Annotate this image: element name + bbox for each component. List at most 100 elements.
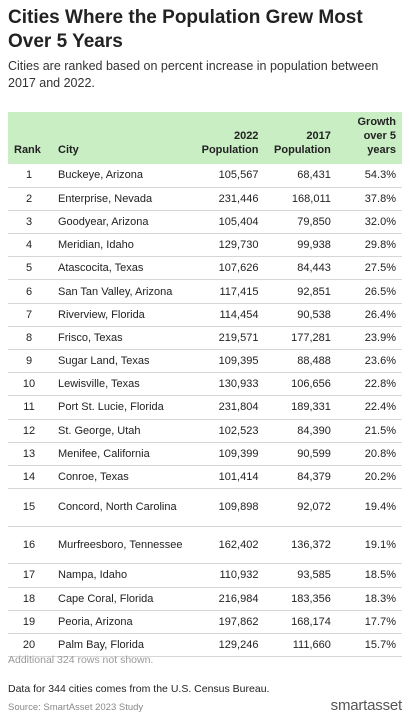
population-2022-cell: 105,404 [190,210,263,235]
population-2017-cell: 88,488 [262,349,335,374]
rank-cell: 2 [8,187,50,211]
population-2017-cell: 106,656 [262,372,335,397]
growth-cell: 18.3% [334,587,402,611]
city-cell: Palm Bay, Florida [50,633,190,658]
city-cell: Meridian, Idaho [50,233,190,258]
growth-cell: 19.1% [334,526,402,565]
growth-cell: 18.5% [334,563,402,588]
population-2022-cell: 101,414 [190,465,263,490]
rank-cell: 17 [8,563,50,588]
population-2022-cell: 102,523 [190,419,263,443]
city-cell: St. George, Utah [50,419,190,443]
city-cell: Sugar Land, Texas [50,349,190,374]
population-2017-cell: 177,281 [262,326,335,351]
population-2022-cell: 231,804 [190,395,263,420]
population-2022-cell: 219,571 [190,326,263,351]
table-row: 1 Buckeye, Arizona 105,567 68,431 54.3% [8,164,402,188]
rank-cell: 14 [8,465,50,490]
population-2017-cell: 68,431 [262,164,335,188]
rank-cell: 13 [8,442,50,466]
population-2022-cell: 117,415 [190,279,263,304]
population-2017-cell: 92,851 [262,279,335,304]
rank-cell: 18 [8,587,50,611]
population-2017-cell: 90,599 [262,442,335,466]
city-cell: Port St. Lucie, Florida [50,395,190,420]
population-2017-cell: 168,011 [262,187,335,211]
rank-cell: 4 [8,233,50,258]
growth-cell: 20.2% [334,465,402,490]
table-row: 6 San Tan Valley, Arizona 117,415 92,851 26.… [8,279,402,304]
growth-cell: 27.5% [334,256,402,281]
growth-cell: 19.4% [334,488,402,527]
table-row: 10 Lewisville, Texas 130,933 106,656 22.8% [8,372,402,397]
rank-cell: 16 [8,526,50,565]
population-2017-cell: 84,390 [262,419,335,443]
city-cell: Nampa, Idaho [50,563,190,588]
population-2022-cell: 114,454 [190,303,263,327]
city-cell: Frisco, Texas [50,326,190,351]
city-cell: Cape Coral, Florida [50,587,190,611]
city-cell: Concord, North Carolina [50,488,190,527]
rank-cell: 5 [8,256,50,281]
population-2017-cell: 92,072 [262,488,335,527]
population-2022-cell: 216,984 [190,587,263,611]
rank-cell: 6 [8,279,50,304]
table-row: 12 St. George, Utah 102,523 84,390 21.5% [8,419,402,443]
population-2022-cell: 109,898 [190,488,263,527]
table-row: 14 Conroe, Texas 101,414 84,379 20.2% [8,465,402,490]
population-2017-cell: 90,538 [262,303,335,327]
city-cell: Peoria, Arizona [50,610,190,634]
population-2017-cell: 136,372 [262,526,335,565]
table-row: 16 Murfreesboro, Tennessee 162,402 136,372 1… [8,526,402,565]
city-cell: Murfreesboro, Tennessee [50,526,190,565]
population-2017-cell: 84,379 [262,465,335,490]
population-2022-cell: 130,933 [190,372,263,397]
city-cell: Goodyear, Arizona [50,210,190,235]
table-row: 19 Peoria, Arizona 197,862 168,174 17.7% [8,610,402,634]
population-2022-cell: 105,567 [190,164,263,188]
population-2022-cell: 129,730 [190,233,263,258]
population-2017-cell: 79,850 [262,210,335,235]
source-note: Source: SmartAsset 2023 Study [8,702,144,713]
population-2017-cell: 111,660 [262,633,335,658]
rank-cell: 10 [8,372,50,397]
rank-cell: 8 [8,326,50,351]
population-2022-cell: 162,402 [190,526,263,565]
table-row: 4 Meridian, Idaho 129,730 99,938 29.8% [8,233,402,258]
city-cell: Lewisville, Texas [50,372,190,397]
city-cell: Buckeye, Arizona [50,164,190,188]
table-row: 2 Enterprise, Nevada 231,446 168,011 37.8% [8,187,402,211]
population-2022-cell: 109,399 [190,442,263,466]
growth-cell: 29.8% [334,233,402,258]
table-row: 11 Port St. Lucie, Florida 231,804 189,331 2… [8,395,402,420]
column-header-city: City [50,112,190,164]
column-header-growth: Growth over 5 years [334,112,402,164]
table-body: 1 Buckeye, Arizona 105,567 68,431 54.3% 2 Ente… [8,164,402,658]
table-header-row: Rank City 2022 Population 2017 Populatio… [8,112,402,164]
data-note: Data for 344 cities comes from the U.S. … [8,683,270,695]
table-row: 13 Menifee, California 109,399 90,599 20.8% [8,442,402,466]
table-row: 17 Nampa, Idaho 110,932 93,585 18.5% [8,563,402,588]
population-2017-cell: 93,585 [262,563,335,588]
growth-cell: 23.9% [334,326,402,351]
growth-cell: 32.0% [334,210,402,235]
population-2022-cell: 197,862 [190,610,263,634]
smartasset-logo: smartasset [330,697,403,714]
growth-cell: 26.5% [334,279,402,304]
table-row: 3 Goodyear, Arizona 105,404 79,850 32.0% [8,210,402,235]
population-2022-cell: 129,246 [190,633,263,658]
table-row: 5 Atascocita, Texas 107,626 84,443 27.5% [8,256,402,281]
table-row: 9 Sugar Land, Texas 109,395 88,488 23.6% [8,349,402,374]
growth-cell: 17.7% [334,610,402,634]
city-cell: Riverview, Florida [50,303,190,327]
city-cell: Conroe, Texas [50,465,190,490]
population-2022-cell: 231,446 [190,187,263,211]
rank-cell: 11 [8,395,50,420]
growth-cell: 22.4% [334,395,402,420]
table-row: 18 Cape Coral, Florida 216,984 183,356 18.3% [8,587,402,611]
rank-cell: 7 [8,303,50,327]
population-2022-cell: 110,932 [190,563,263,588]
chart-subtitle: Cities are ranked based on percent incre… [8,59,379,90]
population-2017-cell: 168,174 [262,610,335,634]
growth-cell: 15.7% [334,633,402,658]
